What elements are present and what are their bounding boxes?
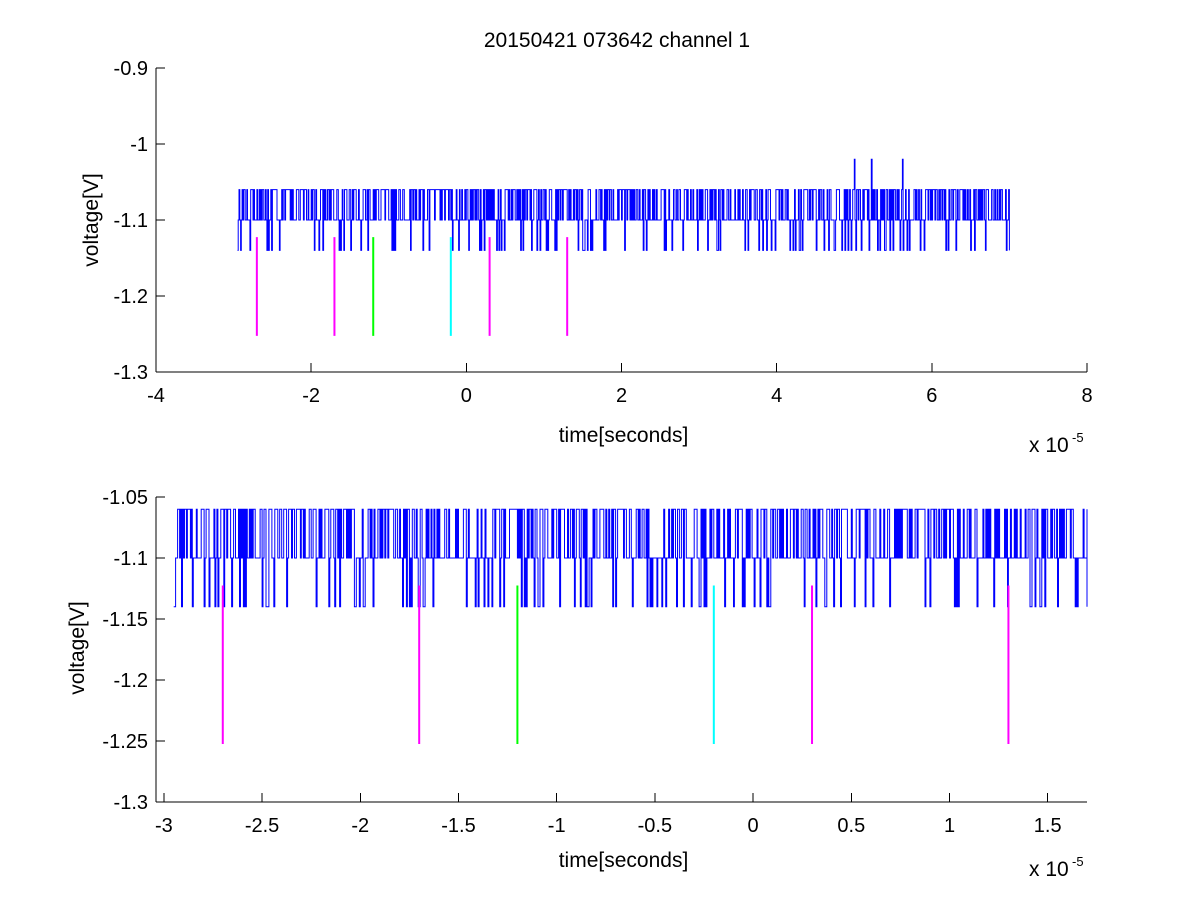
x-tick-label: -3	[155, 815, 173, 837]
x-axis-label: time[seconds]	[559, 849, 689, 872]
x-exponent-value: -5	[1072, 854, 1084, 869]
x-tick-label: -4	[147, 385, 165, 407]
voltage-trace	[237, 158, 1010, 251]
x-exponent-label: x 10	[1029, 434, 1069, 457]
x-tick-label: -2	[351, 815, 369, 837]
y-tick-label: -1.05	[102, 487, 148, 509]
y-tick-label: -1.25	[102, 731, 148, 753]
x-tick-label: -2	[302, 385, 320, 407]
y-tick-label: -1.3	[114, 362, 148, 384]
x-tick-label: -1.5	[441, 815, 475, 837]
y-tick-label: -1.1	[114, 210, 148, 232]
y-tick-label: -1	[130, 134, 148, 156]
x-tick-label: -2.5	[245, 815, 279, 837]
top-plot: -1.3 -1.2 -1.1 -1 -0.9 -4 -2 0 2 4 6 8 time[seconds]…	[80, 58, 1093, 457]
y-tick-label: -1.2	[114, 670, 148, 692]
x-axis-label: time[seconds]	[559, 424, 689, 447]
voltage-trace	[173, 508, 1088, 608]
x-tick-label: 4	[771, 385, 782, 407]
y-tick-label: -1.15	[102, 609, 148, 631]
y-tick-label: -1.1	[114, 548, 148, 570]
x-tick-label: 1	[944, 815, 955, 837]
x-tick-label: -0.5	[638, 815, 672, 837]
x-exponent-value: -5	[1072, 430, 1084, 445]
y-tick-label: -1.2	[114, 286, 148, 308]
y-tick-label: -0.9	[114, 58, 148, 80]
x-tick-label: 2	[616, 385, 627, 407]
x-tick-label: 0	[461, 385, 472, 407]
x-tick-label: 1.5	[1034, 815, 1062, 837]
x-tick-label: -1	[548, 815, 566, 837]
x-exponent-label: x 10	[1029, 858, 1069, 881]
bottom-plot: -1.3 -1.25 -1.2 -1.15 -1.1 -1.05 -3 -2.5 -2 -1.5 -…	[66, 487, 1088, 881]
x-tick-label: 0.5	[837, 815, 865, 837]
x-tick-label: 6	[926, 385, 937, 407]
x-tick-label: 0	[748, 815, 759, 837]
y-tick-label: -1.3	[114, 792, 148, 814]
chart-title: 20150421 073642 channel 1	[484, 29, 750, 52]
y-axis-label: voltage[V]	[66, 601, 89, 694]
x-tick-label: 8	[1081, 385, 1092, 407]
y-axis-label: voltage[V]	[80, 173, 103, 266]
